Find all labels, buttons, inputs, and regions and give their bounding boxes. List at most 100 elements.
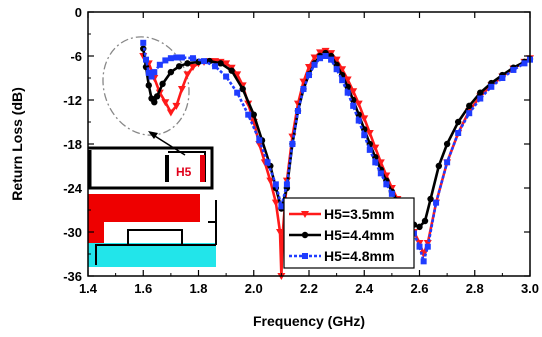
data-point [361, 132, 368, 139]
data-point [156, 61, 163, 68]
inset-ground-plane [88, 243, 216, 267]
data-point [416, 223, 423, 231]
data-point [365, 130, 374, 137]
x-tick-label: 2.0 [245, 281, 263, 296]
data-point [167, 55, 174, 62]
data-point [360, 115, 369, 123]
data-point [283, 181, 290, 188]
x-tick-label: 2.8 [466, 281, 484, 296]
inset-red-patch [88, 194, 200, 265]
data-point [421, 217, 429, 225]
data-point [333, 66, 340, 73]
data-point [350, 96, 357, 104]
data-point [355, 117, 362, 124]
data-point [354, 100, 363, 108]
data-point [173, 54, 180, 61]
data-point [455, 130, 462, 136]
y-tick-label: -18 [63, 137, 82, 152]
data-point [294, 108, 301, 114]
data-point [300, 86, 307, 92]
data-point [310, 54, 319, 62]
data-point [350, 102, 357, 109]
data-point [250, 111, 257, 118]
data-point [143, 56, 150, 63]
data-point [148, 73, 155, 80]
data-point [339, 77, 346, 84]
data-point [172, 102, 181, 110]
data-point [161, 99, 170, 107]
x-tick-label: 1.4 [79, 281, 98, 296]
data-point [433, 199, 440, 206]
legend-label: H5=4.4mm [324, 227, 394, 243]
y-tick-label: 0 [75, 5, 82, 20]
data-point [317, 55, 324, 62]
data-point [217, 60, 224, 67]
y-tick-label: -6 [70, 49, 82, 64]
antenna-structure-inset: H5 [88, 146, 217, 267]
legend-label: H5=3.5mm [324, 206, 394, 222]
data-point [435, 162, 443, 170]
data-point [510, 66, 517, 73]
data-point [162, 57, 169, 64]
y-tick-label: -12 [63, 93, 82, 108]
annotation-arrow [149, 132, 186, 156]
data-point [228, 67, 235, 74]
data-point [427, 195, 434, 203]
data-point [454, 118, 462, 126]
inset-ground-line [95, 244, 216, 265]
data-point [175, 63, 183, 70]
data-point [212, 63, 219, 70]
data-point [145, 82, 152, 89]
data-point [183, 71, 192, 79]
x-tick-label: 2.4 [355, 281, 374, 296]
data-point [344, 83, 351, 91]
data-point [377, 170, 384, 177]
x-tick-label: 1.6 [134, 281, 152, 296]
data-point [222, 60, 231, 68]
x-tick-label: 2.2 [300, 281, 318, 296]
data-point [322, 53, 329, 59]
data-point [488, 83, 495, 90]
data-point [271, 199, 280, 207]
data-point [166, 109, 175, 117]
data-point [499, 75, 506, 81]
legend-label: H5=4.8mm [324, 248, 394, 264]
data-point [477, 95, 484, 102]
legend-marker [302, 253, 308, 259]
x-tick-label: 2.6 [410, 281, 428, 296]
arrow-head [148, 131, 158, 139]
data-point [305, 64, 313, 71]
data-point [189, 55, 196, 62]
data-point [272, 181, 279, 188]
inset-red-stub [200, 155, 205, 182]
data-point [145, 69, 152, 76]
legend-marker [301, 231, 309, 239]
data-point [343, 76, 352, 84]
data-point [151, 99, 158, 106]
data-point [444, 159, 451, 166]
data-point [167, 68, 175, 76]
data-point [424, 243, 431, 250]
data-point [521, 60, 528, 67]
data-point [338, 66, 347, 74]
data-point [328, 56, 335, 63]
data-point [420, 258, 427, 265]
data-point [466, 110, 473, 117]
data-point [311, 61, 318, 68]
data-point [371, 144, 380, 152]
data-point [306, 72, 312, 79]
data-point [178, 54, 185, 61]
data-point [184, 60, 191, 67]
x-tick-label: 3.0 [521, 281, 539, 296]
data-point [372, 159, 379, 166]
data-point [264, 159, 271, 166]
data-point [466, 102, 473, 110]
data-point [177, 86, 186, 93]
x-tick-label: 1.8 [189, 281, 207, 296]
y-tick-label: -30 [63, 225, 82, 240]
data-point [223, 73, 230, 80]
data-point [245, 111, 252, 118]
data-point [266, 177, 275, 185]
data-point [388, 190, 395, 197]
